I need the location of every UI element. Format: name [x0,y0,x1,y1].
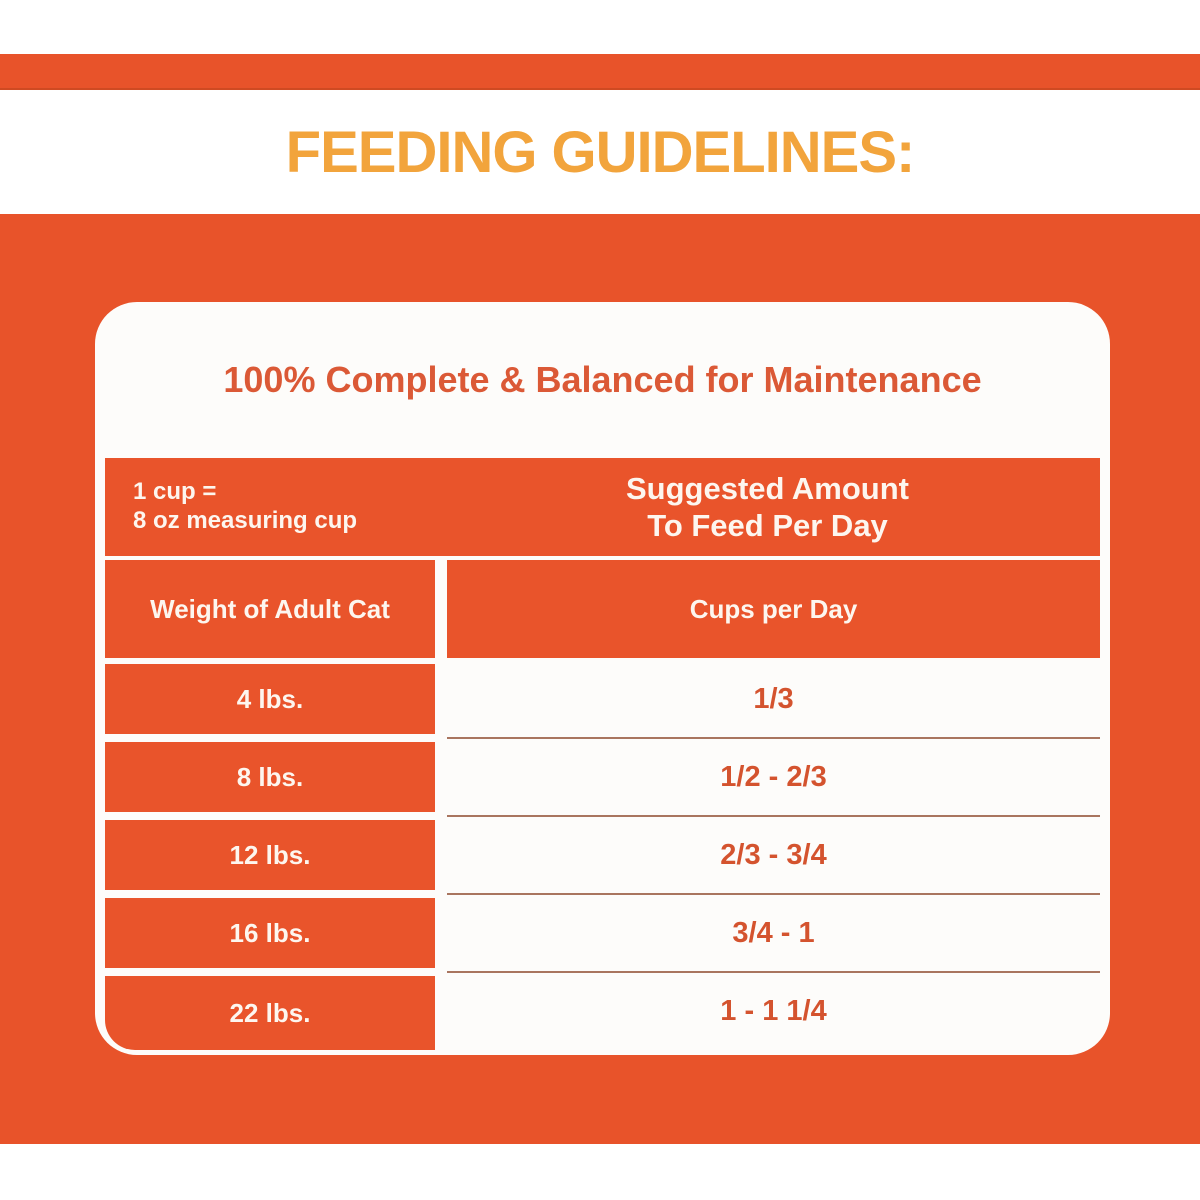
subheader-divider-line [105,658,1100,664]
table-body: 4 lbs. 1/3 8 lbs. 1/2 - 2/3 12 lbs. 2/3 … [105,664,1100,1050]
suggested-line1: Suggested Amount [625,470,909,506]
suggested-line2: To Feed Per Day [647,508,888,543]
table-row: 4 lbs. 1/3 [105,664,1100,739]
cup-measure-note: 1 cup = 8 oz measuring cup [105,458,435,556]
card-title: 100% Complete & Balanced for Maintenance [223,359,982,400]
orange-background: 100% Complete & Balanced for Maintenance… [0,214,1200,1144]
cups-column-header: Cups per Day [447,560,1100,658]
header-divider-line [105,556,1100,560]
weight-column-header: Weight of Adult Cat [105,560,435,658]
suggested-amount-header: Suggested Amount To Feed Per Day [435,458,1100,556]
column-header-row: Weight of Adult Cat Cups per Day [105,560,1100,658]
cup-note-line1: 1 cup = [133,478,217,506]
guidelines-card: 100% Complete & Balanced for Maintenance… [95,302,1110,1055]
top-orange-bar [0,54,1200,90]
table-row: 16 lbs. 3/4 - 1 [105,898,1100,973]
table-row: 8 lbs. 1/2 - 2/3 [105,742,1100,817]
weight-cell: 22 lbs. [105,976,435,1050]
cups-cell: 3/4 - 1 [732,916,815,949]
weight-cell: 4 lbs. [105,664,435,734]
table-row: 22 lbs. 1 - 1 1/4 [105,976,1100,1050]
cups-cell: 1 - 1 1/4 [720,994,827,1027]
headline-band: FEEDING GUIDELINES: [0,90,1200,214]
bottom-white-strip [0,1144,1200,1200]
weight-cell: 12 lbs. [105,820,435,890]
weight-cell: 8 lbs. [105,742,435,812]
weight-cell: 16 lbs. [105,898,435,968]
card-title-block: 100% Complete & Balanced for Maintenance [95,302,1110,458]
table-header-row: 1 cup = 8 oz measuring cup Suggested Amo… [105,458,1100,556]
cups-cell: 1/2 - 2/3 [720,760,827,793]
column-divider [435,560,447,658]
page-title: FEEDING GUIDELINES: [285,119,916,185]
cup-note-line2: 8 oz measuring cup [133,507,358,534]
table-row: 12 lbs. 2/3 - 3/4 [105,820,1100,895]
cups-cell: 1/3 [753,682,794,715]
feeding-table: 1 cup = 8 oz measuring cup Suggested Amo… [105,458,1100,1050]
cups-cell: 2/3 - 3/4 [720,838,827,871]
